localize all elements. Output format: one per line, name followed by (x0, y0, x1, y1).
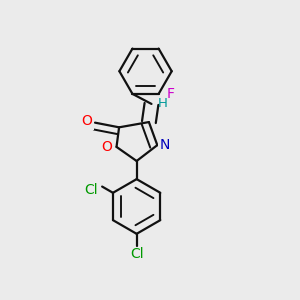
Text: O: O (81, 114, 92, 128)
Text: F: F (167, 87, 175, 101)
Text: Cl: Cl (85, 183, 98, 197)
Text: Cl: Cl (130, 247, 143, 261)
Text: O: O (102, 140, 112, 154)
Text: N: N (160, 138, 170, 152)
Text: H: H (158, 97, 168, 110)
